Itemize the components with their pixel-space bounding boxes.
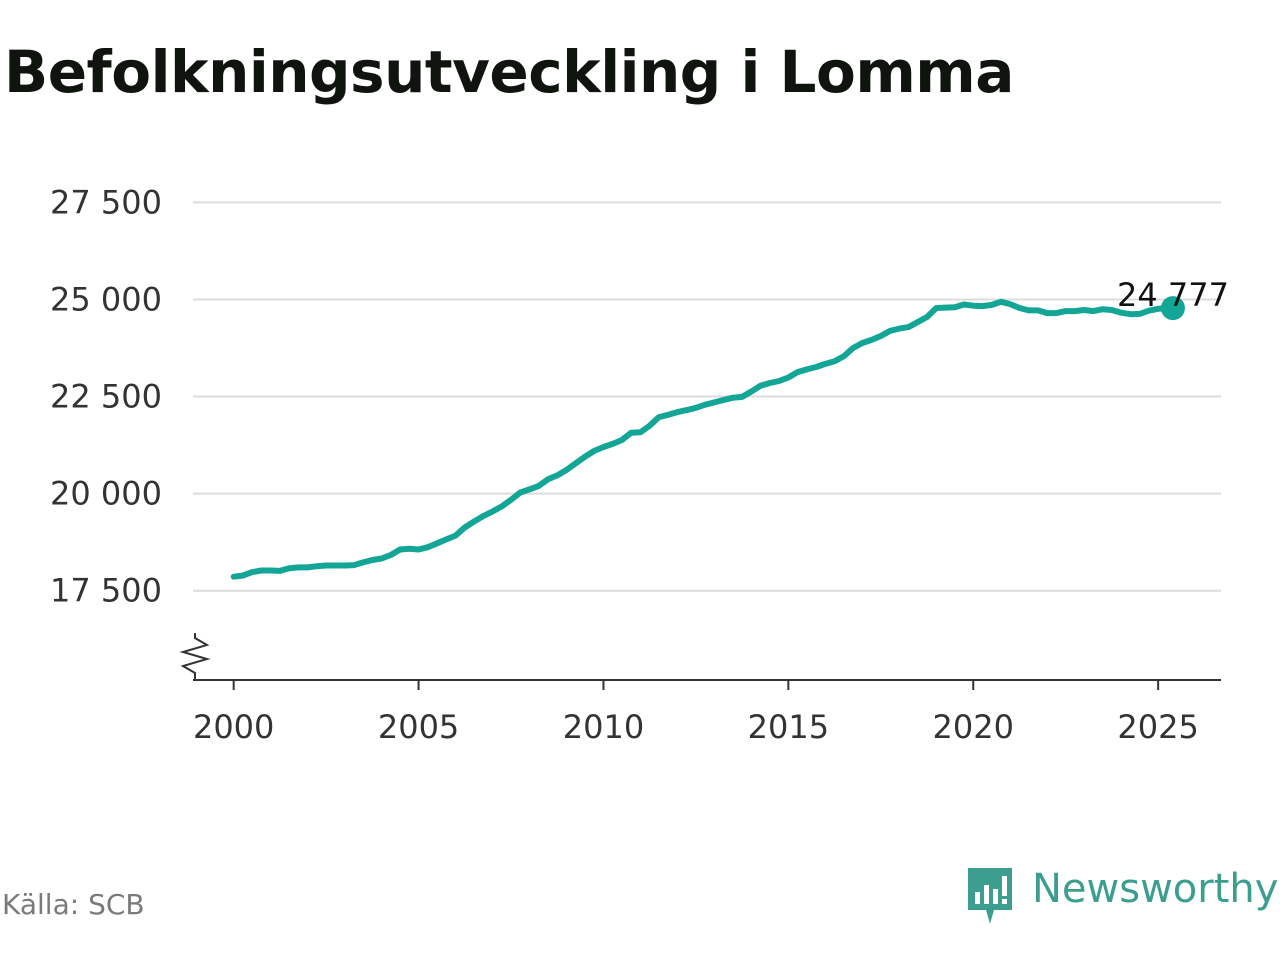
x-tick-label: 2010 — [563, 708, 644, 746]
y-tick-label: 17 500 — [50, 572, 162, 610]
y-axis-labels: 17 500 20 000 22 500 25 000 27 500 — [50, 183, 162, 609]
axis-break-icon — [179, 633, 211, 680]
x-tick-label: 2015 — [748, 708, 829, 746]
last-point-marker — [1160, 296, 1185, 321]
chart-title: Befolkningsutveckling i Lomma — [4, 38, 1014, 106]
last-value-label: 24 777 — [1117, 276, 1229, 314]
grid-lines — [193, 201, 1221, 592]
y-tick-label: 25 000 — [50, 280, 162, 318]
y-tick-label: 22 500 — [50, 378, 162, 416]
brand-name: Newsworthy — [1032, 866, 1279, 912]
x-axis-ticks: 2000 2005 2010 2015 2020 2025 — [193, 680, 1199, 746]
x-tick-label: 2020 — [933, 708, 1014, 746]
source-note: Källa: SCB — [2, 888, 145, 921]
newsworthy-logo-icon — [968, 868, 1012, 924]
x-tick-label: 2005 — [378, 708, 459, 746]
series-line — [230, 298, 1176, 580]
y-tick-label: 27 500 — [50, 183, 162, 221]
x-tick-label: 2025 — [1117, 708, 1198, 746]
series-layer — [230, 296, 1185, 580]
x-axis — [179, 633, 1221, 681]
y-tick-label: 20 000 — [50, 475, 162, 513]
x-tick-label: 2000 — [193, 708, 274, 746]
